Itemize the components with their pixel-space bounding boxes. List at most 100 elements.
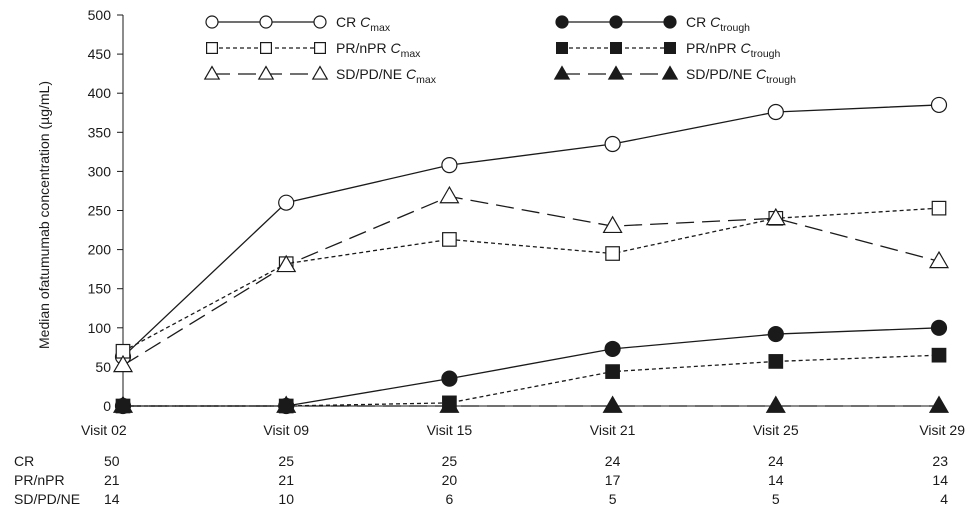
legend: CR Cmax PR/nPR Cmax SD/PD/NE Cmax CR Ctroug… <box>203 14 796 86</box>
at-risk-count: 14 <box>768 472 784 488</box>
legend-marker <box>553 65 571 80</box>
x-tick-label: Visit 15 <box>427 422 473 438</box>
legend-marker <box>259 15 273 29</box>
data-point-pr_cmax <box>605 246 620 261</box>
data-point-pr_cmax <box>442 232 457 247</box>
series-line-pr_ctrough <box>123 354 940 407</box>
at-risk-row-label: PR/nPR <box>14 472 65 488</box>
y-tick-label: 200 <box>88 242 112 258</box>
legend-entry-sd_ctrough: SD/PD/NE Ctrough <box>553 65 796 86</box>
at-risk-row-label: SD/PD/NE <box>14 491 80 507</box>
data-point-sd_ctrough <box>602 395 623 413</box>
series-line-cr_ctrough <box>123 327 940 407</box>
series-line-sd_cmax <box>122 195 940 366</box>
legend-marker <box>260 41 273 54</box>
legend-entry-cr_ctrough: CR Ctrough <box>555 14 750 34</box>
legend-label: SD/PD/NE Ctrough <box>686 66 796 86</box>
data-point-sd_cmax <box>765 207 786 226</box>
legend-label: PR/nPR Ctrough <box>686 40 781 60</box>
x-tick-label: Visit 02 <box>81 422 127 438</box>
data-point-cr_ctrough <box>441 370 458 387</box>
data-point-sd_ctrough <box>276 395 297 413</box>
series-cr_ctrough <box>114 319 948 415</box>
at-risk-count: 14 <box>104 491 120 507</box>
data-point-pr_cmax <box>931 200 947 216</box>
data-point-cr_ctrough <box>604 340 621 358</box>
at-risk-count: 21 <box>278 472 294 488</box>
at-risk-count: 5 <box>772 491 780 507</box>
at-risk-count: 25 <box>442 453 458 469</box>
data-point-cr_cmax <box>604 135 621 153</box>
legend-marker <box>555 41 568 54</box>
data-point-sd_cmax <box>928 250 950 269</box>
at-risk-count: 50 <box>104 453 120 469</box>
at-risk-count: 4 <box>940 491 948 507</box>
at-risk-count: 5 <box>609 491 617 507</box>
at-risk-count: 10 <box>278 491 294 507</box>
legend-marker <box>661 65 679 80</box>
legend-marker <box>206 41 219 54</box>
data-point-sd_ctrough <box>928 395 950 413</box>
at-risk-row-label: CR <box>14 453 34 469</box>
legend-label: CR Ctrough <box>686 14 750 34</box>
legend-marker <box>203 65 221 80</box>
legend-marker <box>311 65 329 80</box>
y-tick-label: 450 <box>88 46 112 62</box>
legend-marker <box>609 15 623 29</box>
data-point-cr_cmax <box>278 194 295 211</box>
x-tick-label: Visit 29 <box>919 422 965 438</box>
legend-marker <box>313 15 327 29</box>
data-point-sd_cmax <box>112 354 134 373</box>
at-risk-count: 24 <box>768 453 784 469</box>
legend-label: CR Cmax <box>336 14 391 34</box>
legend-entry-cr_cmax: CR Cmax <box>205 14 391 34</box>
y-tick-label: 50 <box>95 359 111 375</box>
data-point-sd_ctrough <box>765 395 786 413</box>
legend-label: SD/PD/NE Cmax <box>336 66 437 86</box>
data-point-pr_ctrough <box>931 347 947 363</box>
at-risk-row: SD/PD/NE 14 10 6 5 5 4 <box>14 491 948 507</box>
legend-marker <box>607 65 625 80</box>
legend-marker <box>663 41 676 54</box>
data-point-sd_cmax <box>439 185 460 204</box>
data-point-pr_ctrough <box>605 364 620 379</box>
y-axis-label: Median ofatumumab concentration (µg/mL) <box>36 81 52 349</box>
y-tick-label: 0 <box>103 398 111 414</box>
legend-marker <box>663 15 677 29</box>
legend-marker <box>205 15 219 29</box>
legend-marker <box>609 41 622 54</box>
data-point-sd_cmax <box>602 215 623 234</box>
legend-entry-pr_cmax: PR/nPR Cmax <box>206 40 421 60</box>
data-point-cr_cmax <box>441 157 458 174</box>
legend-entry-pr_ctrough: PR/nPR Ctrough <box>555 40 781 60</box>
legend-marker <box>257 65 275 80</box>
series-line-pr_cmax <box>122 207 940 352</box>
series-sd_cmax <box>112 185 950 373</box>
y-tick-label: 500 <box>88 7 112 23</box>
at-risk-count: 17 <box>605 472 621 488</box>
at-risk-count: 6 <box>446 491 454 507</box>
x-tick-label: Visit 25 <box>753 422 799 438</box>
at-risk-count: 21 <box>104 472 120 488</box>
at-risk-row: CR 50 25 25 24 24 23 <box>14 453 948 469</box>
y-tick-label: 150 <box>88 281 112 297</box>
at-risk-row: PR/nPR 21 21 20 17 14 14 <box>14 472 948 488</box>
at-risk-count: 25 <box>278 453 294 469</box>
series-line-cr_cmax <box>122 104 940 358</box>
axes: 0 50 100 150 200 250 300 350 400 450 500 Visit 02 Vi… <box>81 7 965 438</box>
y-tick-label: 350 <box>88 124 112 140</box>
data-point-cr_cmax <box>930 96 948 114</box>
at-risk-count: 20 <box>442 472 458 488</box>
legend-entry-sd_cmax: SD/PD/NE Cmax <box>203 65 437 86</box>
x-tick-label: Visit 21 <box>590 422 636 438</box>
y-tick-label: 100 <box>88 320 112 336</box>
legend-label: PR/nPR Cmax <box>336 40 421 60</box>
series-pr_ctrough <box>115 347 947 414</box>
series-sd_ctrough <box>112 395 950 413</box>
series-layer <box>112 96 950 415</box>
data-point-pr_ctrough <box>768 354 784 369</box>
at-risk-count: 24 <box>605 453 621 469</box>
data-point-sd_cmax <box>276 254 297 273</box>
